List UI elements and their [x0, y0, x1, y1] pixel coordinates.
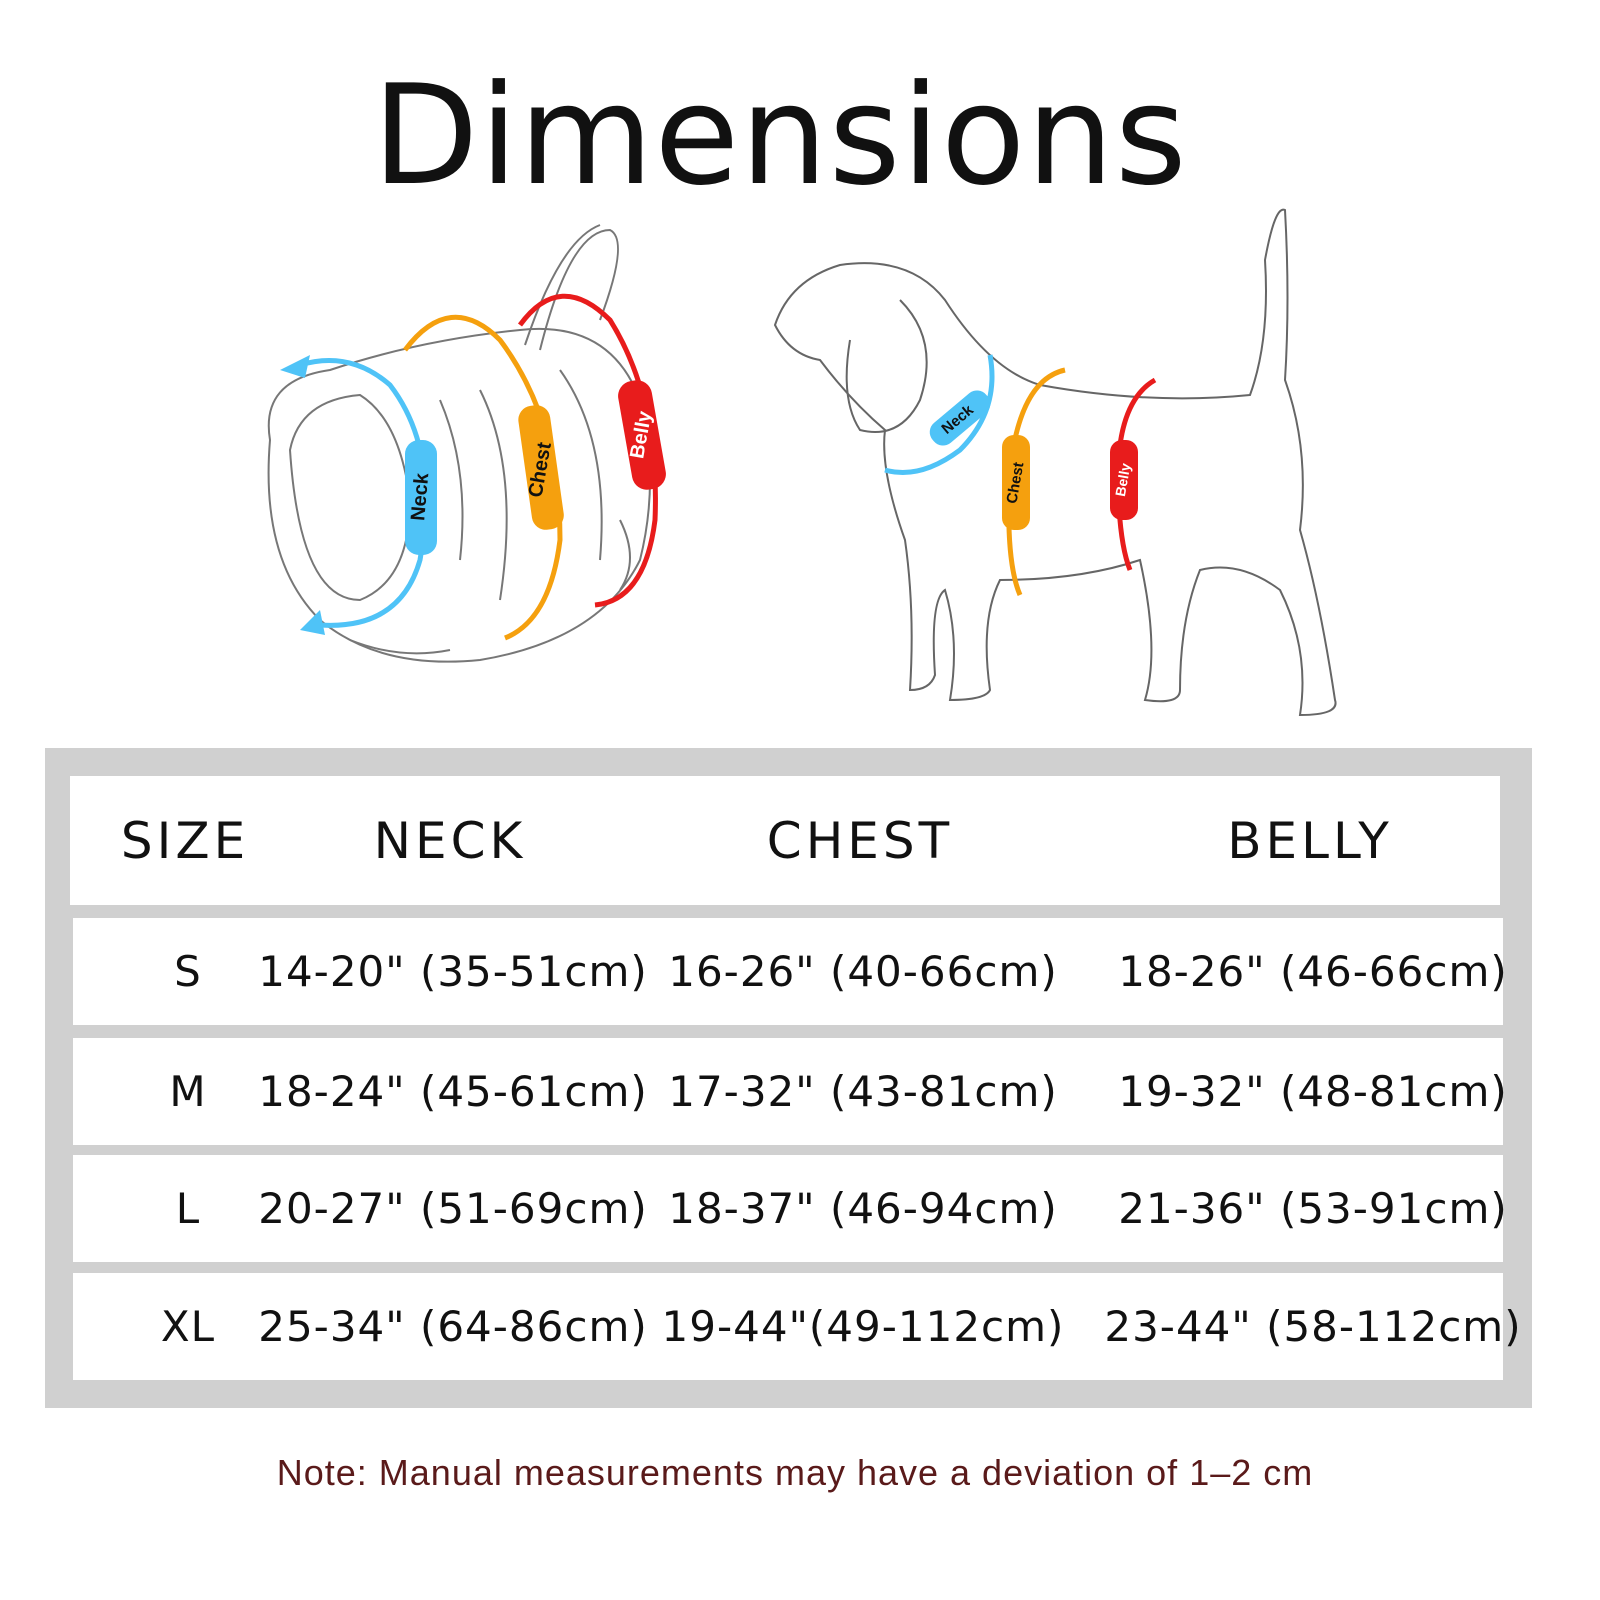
belly-cell: 18-26" (46-66cm)	[1118, 947, 1508, 996]
table-row: L 20-27" (51-69cm) 18-37" (46-94cm) 21-3…	[73, 1155, 1507, 1262]
harness-belly-arc: Belly	[517, 293, 666, 608]
belly-cell: 23-44" (58-112cm)	[1104, 1302, 1522, 1351]
arrow-icon	[300, 610, 325, 635]
chest-cell: 18-37" (46-94cm)	[668, 1184, 1058, 1233]
dog-illustration	[773, 208, 1337, 717]
belly-cell: 21-36" (53-91cm)	[1118, 1184, 1508, 1233]
header-belly: BELLY	[1227, 811, 1393, 870]
harness-illustration	[267, 224, 651, 663]
measurement-note: Note: Manual measurements may have a dev…	[276, 1452, 1314, 1493]
page-title: Dimensions	[372, 55, 1188, 216]
table-row: M 18-24" (45-61cm) 17-32" (43-81cm) 19-3…	[73, 1038, 1507, 1145]
size-cell: S	[174, 947, 202, 996]
chest-cell: 16-26" (40-66cm)	[668, 947, 1058, 996]
dog-chest-label: Chest	[1003, 461, 1027, 505]
neck-cell: 20-27" (51-69cm)	[258, 1184, 648, 1233]
table-row: S 14-20" (35-51cm) 16-26" (40-66cm) 18-2…	[73, 918, 1507, 1025]
harness-chest-arc: Chest	[403, 314, 564, 641]
header-neck: NECK	[373, 811, 527, 870]
chest-cell: 19-44"(49-112cm)	[661, 1302, 1065, 1351]
neck-cell: 14-20" (35-51cm)	[258, 947, 648, 996]
size-table: SIZE NECK CHEST BELLY S 14-20" (35-51cm)…	[45, 748, 1532, 1408]
header-size: SIZE	[120, 811, 250, 870]
dog-neck-arc: Neck	[884, 354, 995, 475]
size-cell: XL	[160, 1302, 216, 1351]
neck-cell: 25-34" (64-86cm)	[258, 1302, 648, 1351]
table-row: XL 25-34" (64-86cm) 19-44"(49-112cm) 23-…	[73, 1273, 1521, 1380]
size-cell: L	[175, 1184, 201, 1233]
arrow-icon	[280, 355, 310, 378]
chest-cell: 17-32" (43-81cm)	[668, 1067, 1058, 1116]
table-header: SIZE NECK CHEST BELLY	[70, 776, 1500, 905]
belly-cell: 19-32" (48-81cm)	[1118, 1067, 1508, 1116]
neck-cell: 18-24" (45-61cm)	[258, 1067, 648, 1116]
harness-neck-label: Neck	[407, 471, 433, 521]
harness-neck-arc: Neck	[280, 355, 437, 635]
illustrations: Neck Chest Belly Neck Chest Belly	[267, 208, 1337, 717]
size-cell: M	[169, 1067, 207, 1116]
header-chest: CHEST	[766, 811, 954, 870]
dog-belly-label: Belly	[1112, 462, 1134, 498]
dog-chest-arc: Chest	[1002, 367, 1066, 596]
dog-belly-arc: Belly	[1110, 377, 1157, 571]
